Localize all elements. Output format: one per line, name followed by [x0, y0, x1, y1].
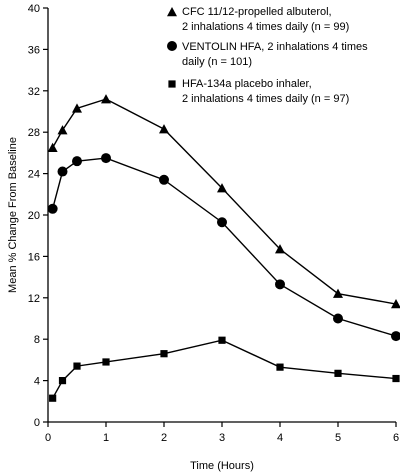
data-point	[47, 142, 58, 152]
y-tick-label: 4	[34, 376, 40, 388]
series-layer	[47, 94, 400, 402]
data-point	[101, 153, 111, 164]
legend-label: CFC 11/12-propelled albuterol,	[182, 6, 332, 18]
data-point	[333, 288, 343, 298]
x-tick-label: 6	[393, 432, 399, 444]
legend-item-ventolin-hfa: VENTOLIN HFA, 2 inhalations 4 times daily…	[167, 41, 368, 68]
y-tick-label: 8	[34, 334, 40, 346]
y-tick-label: 0	[34, 417, 40, 429]
x-ticks: 0 1 2 3 4 5 6	[45, 422, 399, 444]
legend-label: VENTOLIN HFA, 2 inhalations 4 times	[182, 41, 368, 53]
data-point	[217, 183, 227, 193]
data-point	[72, 156, 82, 167]
legend-label: HFA-134a placebo inhaler,	[182, 78, 312, 90]
data-point	[72, 103, 82, 113]
data-point	[73, 362, 81, 370]
legend-label: daily (n = 101)	[182, 56, 252, 68]
legend-label: 2 inhalations 4 times daily (n = 97)	[182, 93, 349, 105]
data-point	[218, 336, 226, 344]
y-tick-label: 16	[28, 251, 40, 263]
x-axis-title: Time (Hours)	[190, 460, 254, 472]
data-point	[159, 174, 169, 185]
legend-item-hfa-placebo: HFA-134a placebo inhaler, 2 inhalations 4…	[168, 78, 349, 105]
data-point	[159, 124, 169, 134]
legend-label: 2 inhalations 4 times daily (n = 99)	[182, 21, 349, 33]
y-tick-label: 20	[28, 210, 40, 222]
x-tick-label: 0	[45, 432, 51, 444]
data-point	[57, 125, 68, 135]
data-point	[217, 217, 227, 228]
y-ticks: 0 4 8 12 16 20 24 28 32 36 40	[28, 3, 48, 429]
x-tick-label: 2	[161, 432, 167, 444]
y-tick-label: 12	[28, 293, 40, 305]
legend-marker	[167, 41, 177, 51]
y-tick-label: 32	[28, 86, 40, 98]
data-point	[57, 166, 68, 177]
data-point	[47, 203, 58, 214]
legend-item-cfc-albuterol: CFC 11/12-propelled albuterol, 2 inhalati…	[167, 6, 349, 33]
data-point	[334, 369, 342, 377]
x-tick-label: 3	[219, 432, 225, 444]
data-point	[276, 363, 284, 371]
data-point	[160, 350, 168, 358]
x-tick-label: 5	[335, 432, 341, 444]
series-line	[52, 339, 397, 399]
y-tick-label: 40	[28, 3, 40, 15]
data-point	[58, 377, 67, 385]
y-axis-title: Mean % Change From Baseline	[7, 137, 19, 293]
axes	[47, 8, 396, 423]
series-cfc-albuterol	[47, 94, 400, 309]
series-line	[51, 157, 397, 337]
data-point	[392, 374, 400, 383]
x-tick-label: 4	[277, 432, 283, 444]
data-point	[275, 244, 285, 254]
legend-marker	[168, 80, 176, 88]
data-point	[49, 394, 57, 402]
series-line	[52, 98, 397, 305]
data-point	[391, 331, 400, 342]
data-point	[102, 358, 110, 366]
data-point	[333, 313, 343, 324]
series-ventolin-hfa	[47, 153, 400, 342]
legend-marker	[167, 7, 177, 17]
y-tick-label: 24	[28, 169, 40, 181]
data-point	[391, 299, 400, 309]
data-point	[101, 94, 111, 104]
legend: CFC 11/12-propelled albuterol, 2 inhalati…	[167, 6, 368, 105]
y-tick-label: 28	[28, 127, 40, 139]
data-point	[275, 279, 285, 290]
y-tick-label: 36	[28, 44, 40, 56]
x-tick-label: 1	[103, 432, 109, 444]
series-hfa-placebo	[49, 336, 400, 402]
